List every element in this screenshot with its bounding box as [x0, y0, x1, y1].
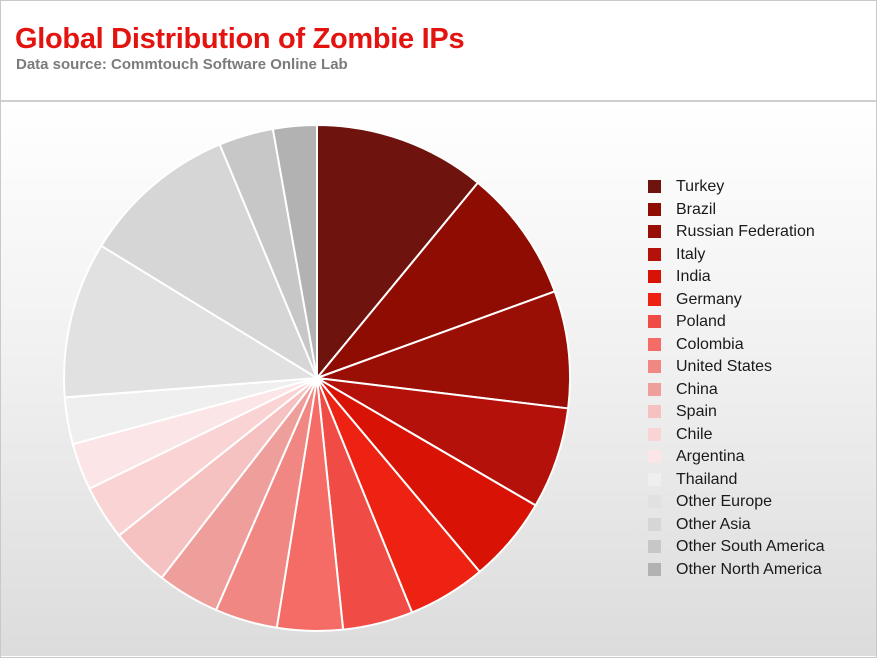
pie-slice-other-europe: [63, 244, 318, 399]
legend-swatch-spain: [648, 405, 661, 418]
legend-swatch-other-north-america: [648, 562, 661, 576]
legend-swatch-other-asia: [648, 517, 661, 531]
pie-chart: [63, 124, 571, 632]
legend-label-other-south-america: Other South America: [676, 538, 825, 555]
legend-swatch-italy: [648, 247, 661, 261]
chart-title: Global Distribution of Zombie IPs: [15, 23, 465, 55]
legend-label-italy: Italy: [676, 245, 706, 263]
legend-label-argentina: Argentina: [676, 448, 745, 465]
legend-label-poland: Poland: [676, 313, 726, 330]
legend-swatch-other-europe: [648, 495, 661, 508]
legend-label-thailand: Thailand: [676, 470, 738, 488]
legend-label-russian-federation: Russian Federation: [676, 223, 815, 240]
chart-header: Global Distribution of Zombie IPs Data s…: [1, 1, 876, 102]
legend-label-india: India: [676, 268, 711, 285]
legend-label-united-states: United States: [676, 358, 773, 375]
legend-label-other-europe: Other Europe: [676, 493, 773, 510]
pie-slice-other-asia: [100, 143, 318, 379]
legend-swatch-china: [648, 382, 661, 396]
pie-slice-brazil: [316, 181, 556, 379]
pie-slice-russian-federation: [316, 290, 571, 410]
legend-swatch-germany: [648, 292, 661, 306]
legend-swatch-united-states: [648, 360, 661, 373]
legend-swatch-chile: [648, 427, 661, 441]
legend-label-china: China: [676, 380, 718, 398]
legend-label-chile: Chile: [676, 425, 713, 443]
legend-swatch-russian-federation: [648, 225, 661, 238]
legend-swatch-poland: [648, 315, 661, 328]
legend-label-other-north-america: Other North America: [676, 560, 822, 578]
plot-area: [1, 102, 876, 656]
legend-swatch-colombia: [648, 337, 661, 351]
legend-label-germany: Germany: [676, 290, 742, 308]
chart-subtitle: Data source: Commtouch Software Online L…: [16, 56, 348, 73]
legend-swatch-thailand: [648, 472, 661, 486]
legend-label-brazil: Brazil: [676, 200, 717, 218]
legend-label-colombia: Colombia: [676, 335, 744, 353]
legend-swatch-india: [648, 270, 661, 283]
legend-swatch-brazil: [648, 202, 661, 216]
legend-swatch-turkey: [648, 180, 661, 193]
legend-label-spain: Spain: [676, 403, 717, 420]
legend-label-other-asia: Other Asia: [676, 515, 751, 533]
pie-slice-other-north-america: [271, 124, 318, 379]
legend-swatch-other-south-america: [648, 540, 661, 553]
legend-label-turkey: Turkey: [676, 178, 725, 195]
pie-slice-turkey: [316, 124, 479, 379]
legend-swatch-argentina: [648, 450, 661, 463]
